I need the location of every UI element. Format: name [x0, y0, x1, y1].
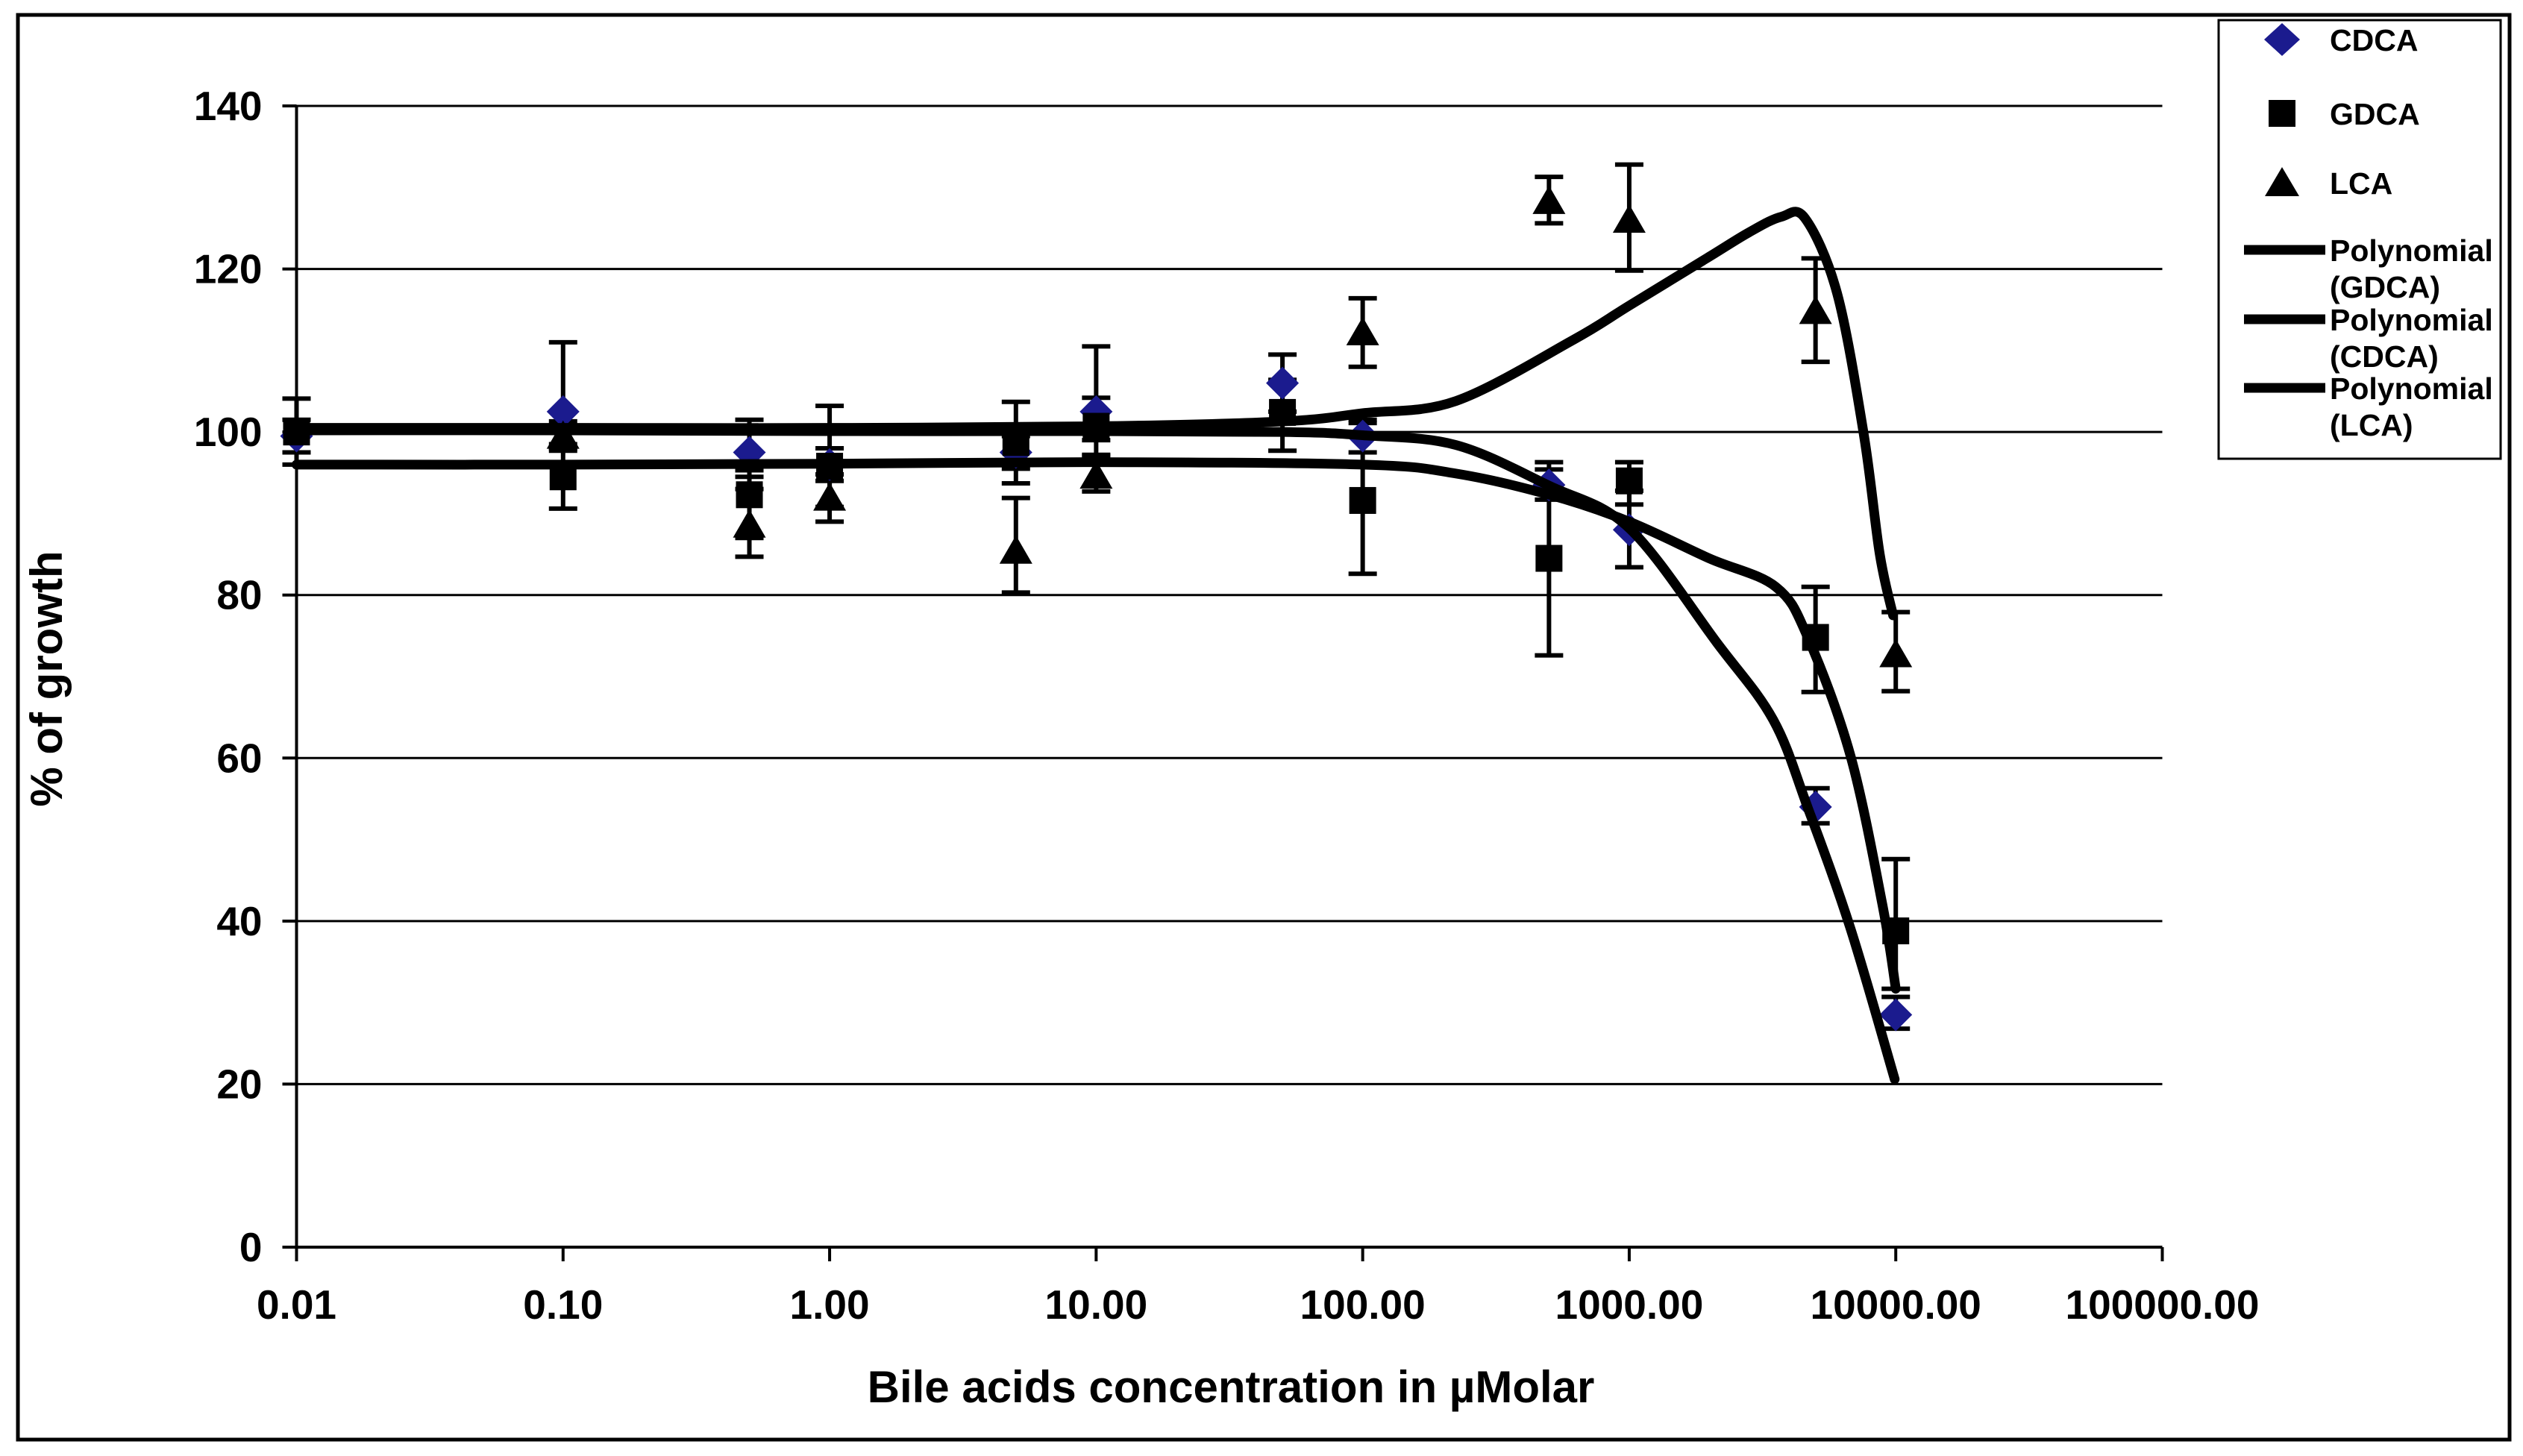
legend-sublabel-poly-gdca: (GDCA) [2330, 270, 2440, 304]
data-point-gdca [736, 481, 763, 509]
data-point-lca [1799, 295, 1832, 324]
data-point-cdca [546, 395, 580, 428]
data-point-lca [1879, 638, 1913, 668]
legend-label-poly-cdca: Polynomial [2330, 303, 2493, 337]
x-tick-label: 1000.00 [1555, 1281, 1704, 1328]
legend-label-poly-lca: Polynomial [2330, 371, 2493, 406]
axes-group [282, 104, 2164, 1261]
tick-labels-group: 0 20 40 60 80 100 120 140 0.01 0.10 1.00 10.00 100.0… [194, 83, 2260, 1328]
data-points-group [280, 185, 1913, 1032]
x-tick-label: 100000.00 [2066, 1281, 2260, 1328]
y-tick-label: 0 [239, 1224, 263, 1270]
trendlines-group [292, 207, 1901, 1085]
y-tick-label: 100 [194, 409, 263, 455]
legend-label-lca: LCA [2330, 166, 2392, 201]
legend-label-poly-gdca: Polynomial [2330, 233, 2493, 268]
data-point-gdca [1535, 545, 1563, 572]
data-point-lca [1612, 204, 1646, 233]
y-tick-label: 20 [216, 1061, 262, 1107]
legend: CDCA GDCA LCA Polynomial (GDCA) Polynomi… [2217, 19, 2502, 460]
x-tick-label: 10.00 [1045, 1281, 1148, 1328]
x-tick-label: 1.00 [790, 1281, 870, 1328]
x-axis-title: Bile acids concentration in µMolar [868, 1362, 1595, 1412]
data-point-lca [1079, 460, 1113, 489]
legend-sublabel-poly-lca: (LCA) [2330, 408, 2413, 442]
y-tick-label: 120 [194, 246, 263, 292]
y-tick-label: 60 [216, 735, 262, 781]
legend-diamond-marker-icon [2264, 23, 2300, 56]
trendline-polynomial--lca- [292, 207, 1899, 621]
legend-square-marker-icon [2269, 100, 2295, 127]
y-tick-label: 40 [216, 898, 262, 944]
data-point-cdca [1266, 366, 1300, 400]
error-bars-group [282, 162, 1911, 1032]
data-point-lca [1532, 185, 1566, 214]
x-tick-label: 0.10 [523, 1281, 603, 1328]
data-point-gdca [1615, 467, 1643, 495]
legend-label-cdca: CDCA [2330, 23, 2418, 57]
x-tick-label: 100.00 [1300, 1281, 1426, 1328]
x-tick-label: 0.01 [257, 1281, 336, 1328]
data-point-cdca [1879, 998, 1913, 1032]
data-point-lca [733, 509, 766, 538]
legend-label-gdca: GDCA [2330, 97, 2420, 131]
legend-triangle-marker-icon [2265, 167, 2299, 196]
y-tick-label: 80 [216, 572, 262, 618]
data-point-gdca [1349, 486, 1376, 514]
y-tick-label: 140 [194, 83, 263, 129]
x-tick-label: 10000.00 [1811, 1281, 1981, 1328]
chart-outer-border [16, 13, 2512, 1442]
data-point-lca [813, 482, 847, 511]
legend-sublabel-poly-cdca: (CDCA) [2330, 339, 2439, 374]
trendline-polynomial--gdca- [292, 457, 1901, 994]
data-point-lca [1346, 316, 1379, 345]
data-point-lca [999, 535, 1032, 564]
y-axis-title: % of growth [22, 550, 72, 806]
